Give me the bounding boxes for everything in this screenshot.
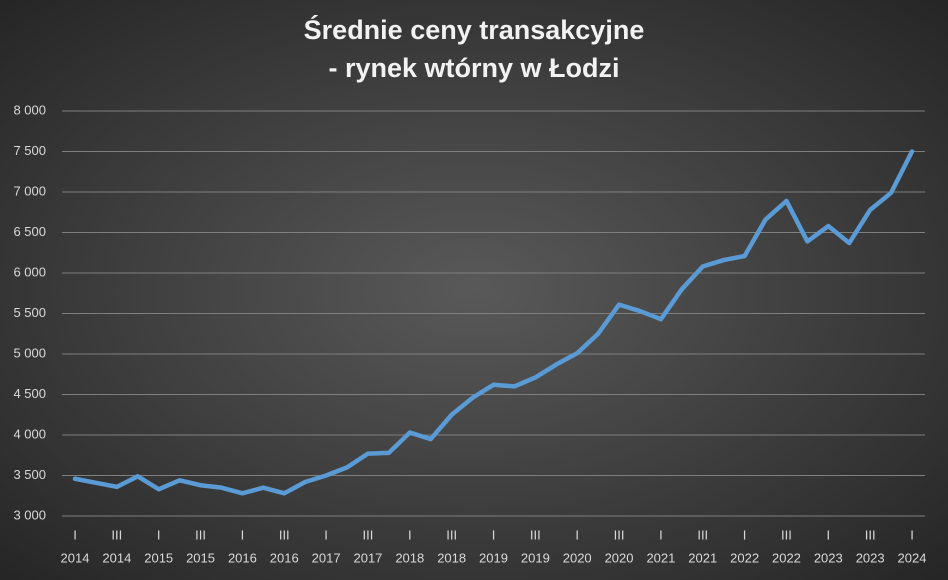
x-tick-label: III <box>363 527 374 542</box>
y-tick-label: 6 500 <box>13 224 46 239</box>
x-tick-label: I <box>910 527 914 542</box>
x-tick-label: 2019 <box>479 550 508 565</box>
x-tick-label: 2015 <box>144 550 173 565</box>
x-tick-label: I <box>743 527 747 542</box>
x-tick-label: I <box>575 527 579 542</box>
x-tick-label: I <box>241 527 245 542</box>
y-tick-label: 5 500 <box>13 305 46 320</box>
x-tick-label: 2023 <box>856 550 885 565</box>
chart-title: - rynek wtórny w Łodzi <box>328 53 619 83</box>
y-tick-label: 7 500 <box>13 143 46 158</box>
y-tick-label: 5 000 <box>13 345 46 360</box>
x-tick-label: I <box>408 527 412 542</box>
x-tick-label: 2015 <box>186 550 215 565</box>
y-tick-label: 4 000 <box>13 426 46 441</box>
x-tick-label: I <box>826 527 830 542</box>
y-tick-label: 3 500 <box>13 467 46 482</box>
x-tick-label: 2018 <box>437 550 466 565</box>
y-tick-label: 7 000 <box>13 183 46 198</box>
y-tick-label: 4 500 <box>13 386 46 401</box>
x-tick-label: I <box>324 527 328 542</box>
x-tick-label: 2018 <box>395 550 424 565</box>
x-tick-label: 2020 <box>563 550 592 565</box>
x-tick-label: 2017 <box>353 550 382 565</box>
x-tick-label: 2021 <box>688 550 717 565</box>
x-tick-label: 2022 <box>730 550 759 565</box>
data-line <box>72 149 915 496</box>
x-tick-label: III <box>279 527 290 542</box>
x-tick-label: 2022 <box>772 550 801 565</box>
x-tick-label: 2016 <box>270 550 299 565</box>
x-tick-label: 2014 <box>61 550 90 565</box>
x-tick-label: I <box>659 527 663 542</box>
y-tick-label: 8 000 <box>13 102 46 117</box>
y-tick-label: 6 000 <box>13 264 46 279</box>
x-tick-label: 2014 <box>102 550 131 565</box>
x-tick-label: III <box>865 527 876 542</box>
x-tick-label: I <box>157 527 161 542</box>
x-tick-label: III <box>195 527 206 542</box>
x-tick-label: 2023 <box>814 550 843 565</box>
x-tick-label: I <box>73 527 77 542</box>
x-tick-label: III <box>446 527 457 542</box>
y-tick-label: 3 000 <box>13 507 46 522</box>
x-tick-label: 2019 <box>521 550 550 565</box>
x-tick-label: III <box>111 527 122 542</box>
x-tick-label: 2020 <box>605 550 634 565</box>
x-tick-label: III <box>781 527 792 542</box>
x-tick-label: 2024 <box>898 550 927 565</box>
x-tick-label: 2021 <box>646 550 675 565</box>
x-tick-label: 2017 <box>312 550 341 565</box>
x-tick-label: I <box>492 527 496 542</box>
x-tick-label: III <box>530 527 541 542</box>
chart-title: Średnie ceny transakcyjne <box>304 14 645 45</box>
x-tick-label: III <box>697 527 708 542</box>
x-tick-label: 2016 <box>228 550 257 565</box>
x-tick-label: III <box>614 527 625 542</box>
